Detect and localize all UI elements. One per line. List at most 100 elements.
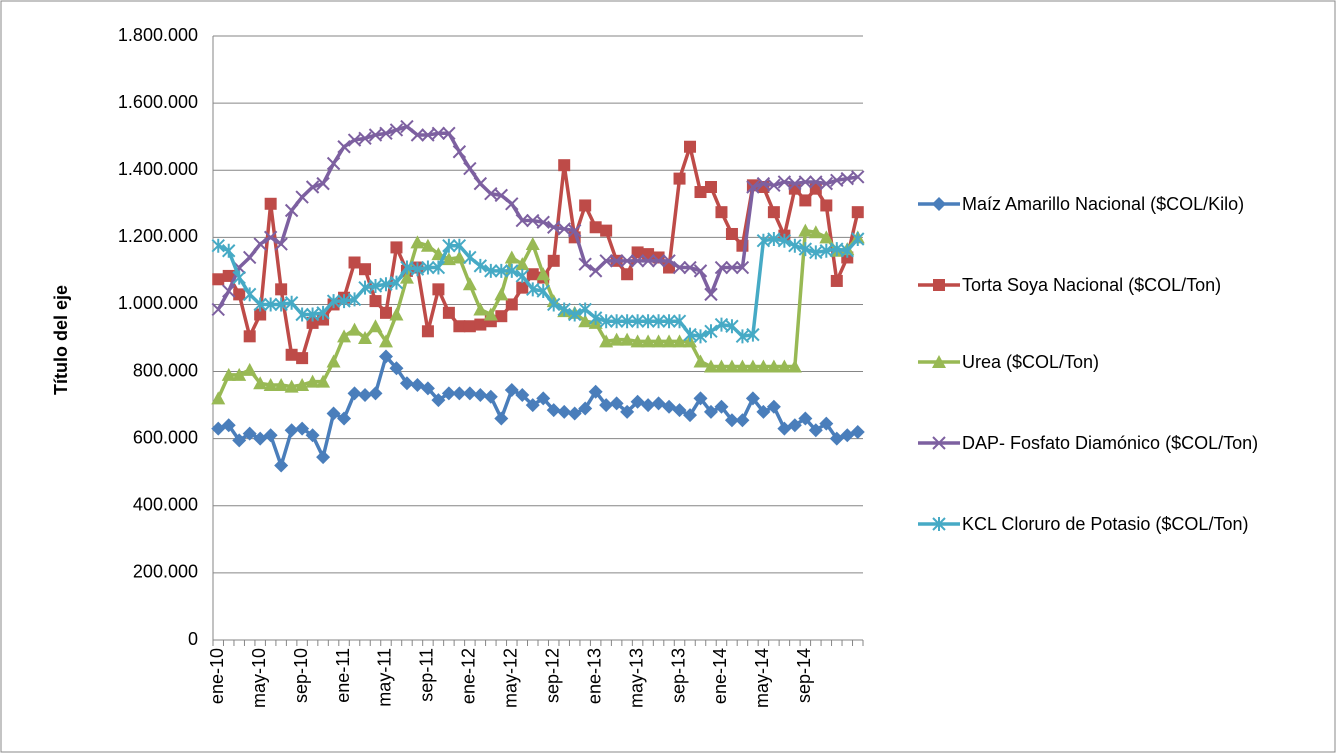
data-point [641,254,655,268]
data-point [588,384,603,399]
x-tick-label: may-12 [501,648,521,708]
data-point [463,250,477,265]
data-point [820,199,833,212]
data-point [358,331,373,344]
data-point [641,398,656,413]
data-point [694,186,707,199]
data-point [735,329,750,344]
data-point [631,246,644,259]
data-point [579,199,592,212]
data-point [211,421,226,436]
data-point [932,517,946,531]
data-point [515,213,529,228]
data-point [421,128,435,142]
data-point [526,282,540,297]
data-point [745,359,760,373]
data-point [463,320,476,333]
legend-label: KCL Cloruro de Potasio ($COL/Ton) [962,514,1249,534]
data-point [421,260,435,275]
data-point [473,176,488,191]
data-point [641,334,656,348]
data-point [840,243,854,258]
data-point [693,354,708,368]
y-tick-label: 200.000 [133,562,198,582]
data-point [211,391,226,405]
data-point [421,325,434,338]
data-point [620,254,634,268]
data-point [504,250,519,264]
x-tick-label: ene-12 [459,648,479,704]
data-point [620,404,635,419]
data-point [819,416,834,431]
data-point [609,254,624,268]
data-point [746,180,760,194]
data-point [473,388,488,403]
legend-label: Maíz Amarillo Nacional ($COL/Kilo) [962,194,1245,214]
data-point [714,260,729,275]
data-point [358,131,372,146]
data-point [484,187,498,201]
data-point [526,268,539,281]
data-point [829,431,844,446]
data-point [243,330,256,343]
data-point [651,314,666,329]
data-point [326,406,341,421]
data-point [263,428,278,443]
data-point [600,224,613,237]
data-point [473,258,488,273]
data-point [358,280,372,295]
data-point [756,359,771,373]
data-point [274,297,288,312]
data-point [432,283,445,296]
data-point [494,263,509,278]
x-tick-label: ene-10 [207,648,227,704]
x-tick-label: sep-14 [794,648,814,703]
data-point [253,431,268,446]
data-point [630,334,645,348]
data-point [326,156,341,171]
data-point [242,426,257,441]
data-point [662,399,677,414]
data-point [662,254,676,268]
data-point [578,314,593,328]
data-point [242,250,257,265]
data-point [767,232,781,247]
data-point [211,302,225,317]
data-point [378,349,393,364]
data-point [536,284,550,299]
data-point [557,222,571,236]
data-point [378,334,393,348]
data-point [316,450,331,465]
data-point [809,245,823,260]
data-point [725,260,739,275]
data-point [536,391,551,406]
data-point [431,393,446,408]
data-point [557,302,571,317]
data-point [263,230,278,245]
data-point [306,316,319,329]
legend-label: Torta Soya Nacional ($COL/Ton) [962,275,1222,295]
data-point [431,126,446,141]
data-point [316,374,331,388]
data-point [242,287,257,302]
data-point [275,283,288,296]
data-point [442,126,456,141]
data-point [242,362,257,376]
data-point [347,133,362,147]
data-point [296,352,309,365]
data-point [441,252,456,266]
data-point [494,287,509,301]
data-point [599,254,613,268]
data-point [263,297,278,312]
data-point [232,270,246,285]
data-point [725,319,739,334]
data-point [558,159,571,172]
data-point [777,175,792,189]
data-point [567,223,582,238]
data-point [295,421,310,436]
data-point [798,223,813,237]
data-point [714,317,729,332]
data-point [642,248,655,261]
